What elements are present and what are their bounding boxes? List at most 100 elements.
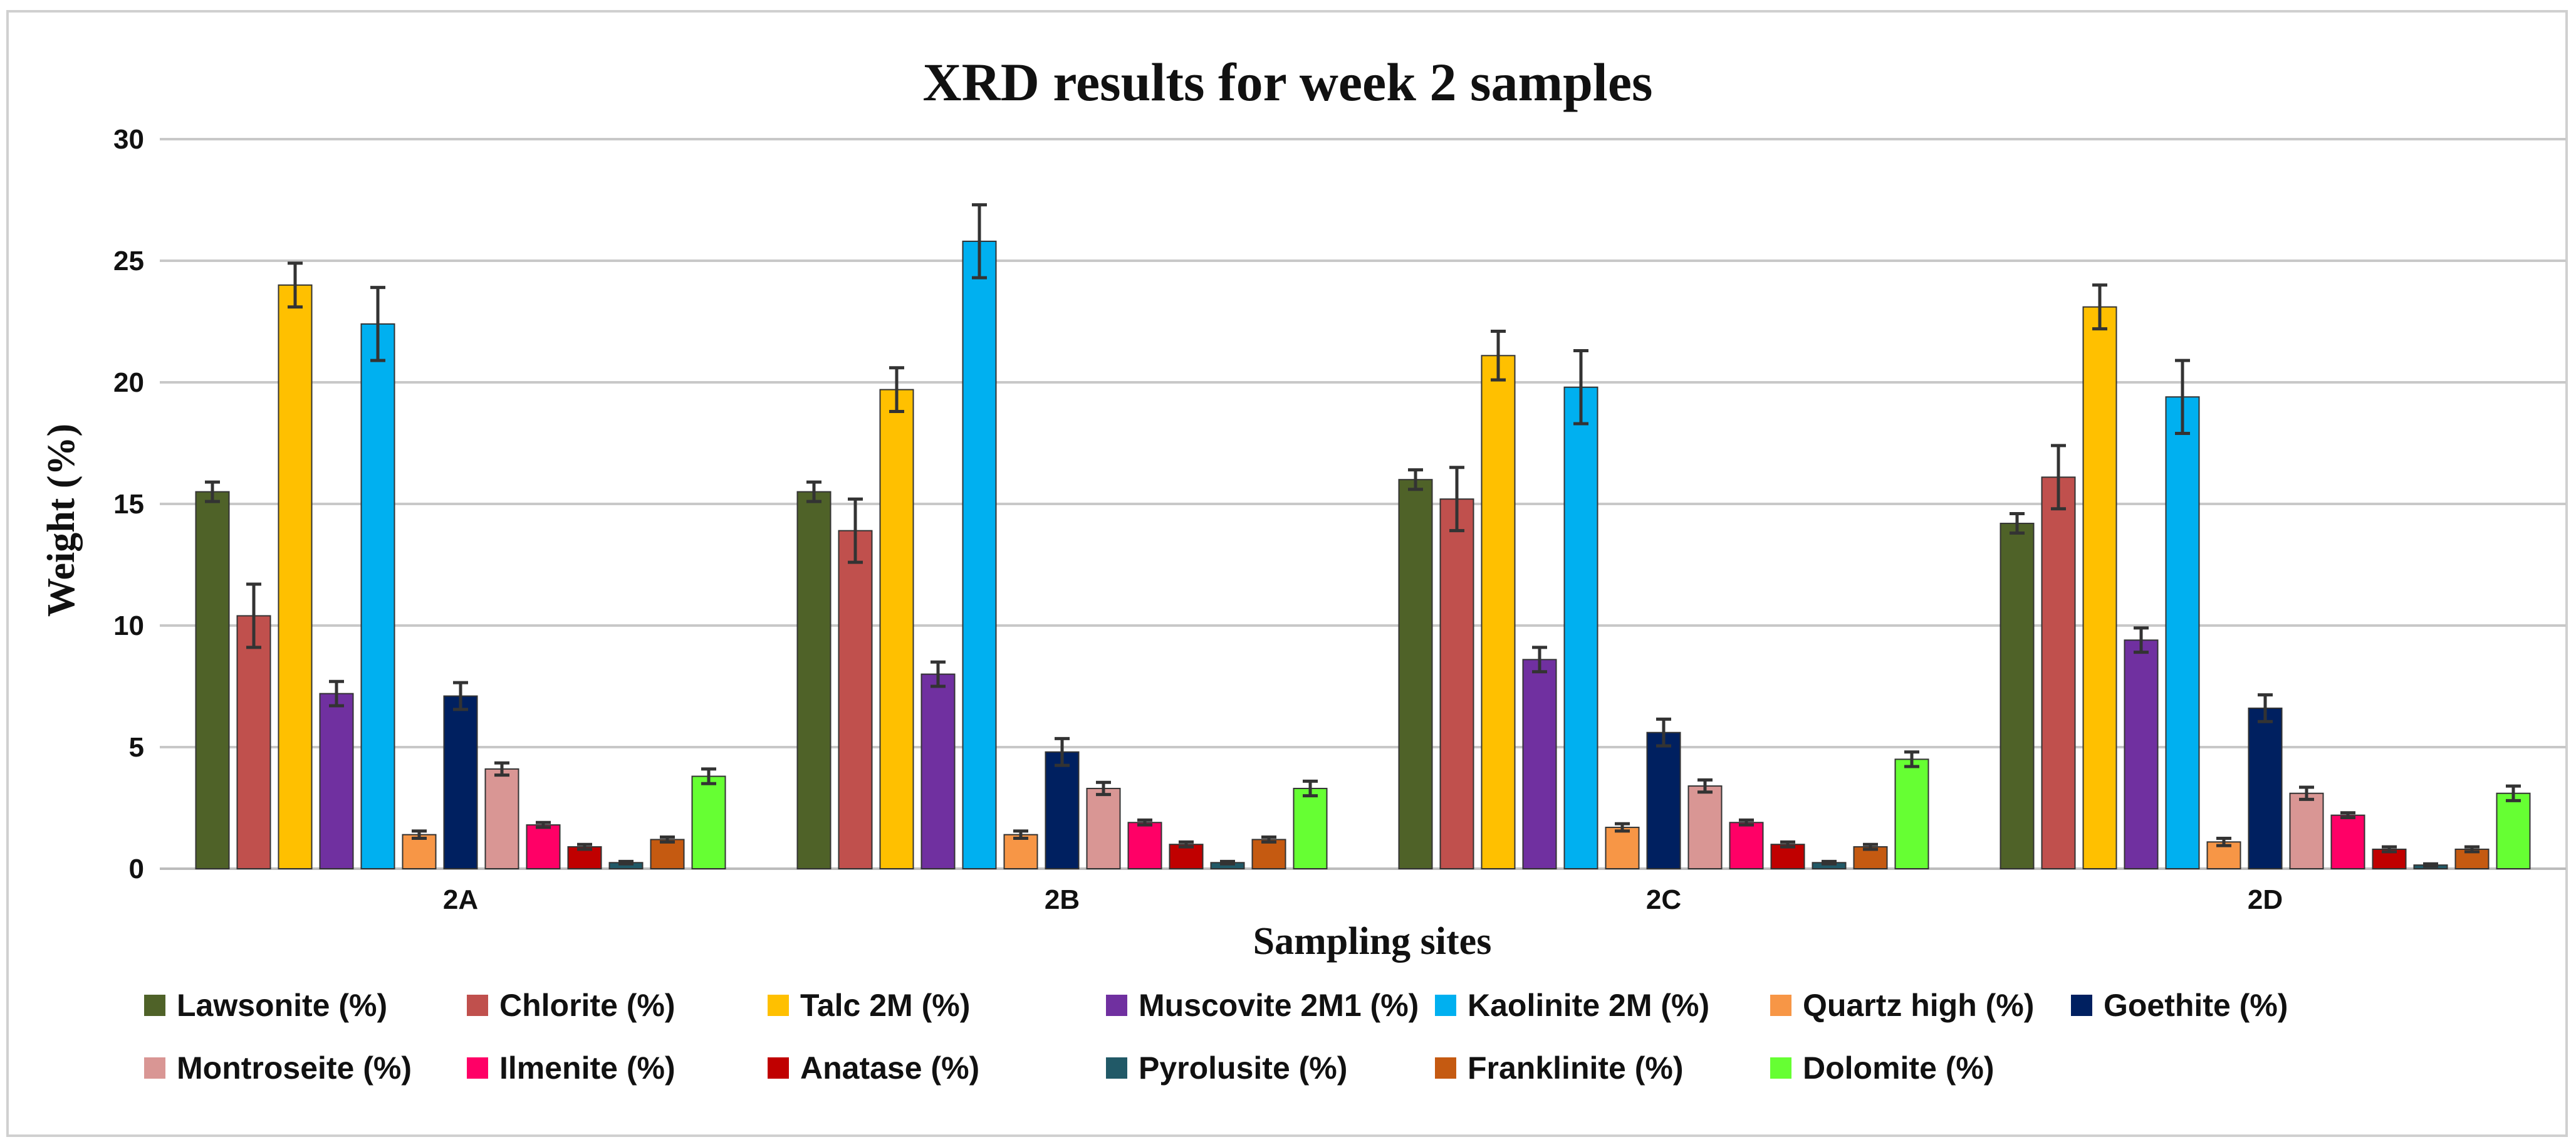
error-bar-quartz-high-2A: [412, 829, 427, 840]
bar-dolomite-2B: [1293, 787, 1328, 869]
bar-ilmenite-2C: [1729, 822, 1764, 870]
bar-talc-2m-2A: [278, 284, 313, 869]
error-bar-pyrolusite-2C: [1822, 859, 1837, 866]
error-bar-pyrolusite-2D: [2423, 862, 2438, 868]
bar-lawsonite-2A: [195, 491, 230, 869]
x-axis-title: Sampling sites: [1253, 920, 1492, 963]
x-axis-categories: 2A 2B 2C 2D: [443, 884, 2283, 915]
legend: Lawsonite (%) Chlorite (%) Talc 2M (%) Musc…: [144, 988, 2288, 1086]
error-bar-anatase-2D: [2382, 845, 2397, 854]
legend-swatch: [144, 995, 165, 1016]
legend-label: Quartz high (%): [1803, 988, 2034, 1023]
error-bar-kaolinite-2m-2C: [1573, 349, 1588, 426]
bar-franklinite-2A: [650, 839, 685, 869]
legend-swatch: [1435, 1057, 1456, 1079]
bar-franklinite-2B: [1251, 839, 1286, 869]
bar-chlorite-2D: [2041, 476, 2076, 869]
error-bar-chlorite-2C: [1449, 466, 1464, 533]
error-bar-chlorite-2A: [246, 582, 261, 649]
legend-swatch: [1770, 995, 1791, 1016]
error-bar-lawsonite-2D: [2010, 512, 2025, 535]
legend-item-ilmenite: Ilmenite (%): [467, 1050, 675, 1086]
bar-dolomite-2D: [2496, 792, 2531, 869]
bar-talc-2m-2D: [2082, 306, 2117, 870]
bar-montroseite-2B: [1086, 787, 1121, 869]
error-bar-muscovite-2m1-2D: [2134, 626, 2149, 654]
legend-swatch: [144, 1057, 165, 1079]
bar-lawsonite-2C: [1398, 479, 1433, 869]
bar-quartz-high-2A: [402, 834, 437, 870]
error-bar-quartz-high-2D: [2216, 837, 2231, 847]
error-bar-muscovite-2m1-2C: [1532, 646, 1547, 674]
error-bar-anatase-2C: [1780, 840, 1795, 849]
error-bar-montroseite-2C: [1697, 778, 1713, 794]
error-bar-chlorite-2D: [2051, 444, 2066, 511]
bar-talc-2m-2B: [879, 389, 914, 869]
legend-item-anatase: Anatase (%): [768, 1050, 979, 1086]
chart-frame: [6, 10, 2568, 1137]
legend-item-lawsonite: Lawsonite (%): [144, 988, 387, 1023]
error-bar-quartz-high-2B: [1013, 829, 1028, 840]
bar-ilmenite-2A: [526, 824, 561, 870]
bar-goethite-2C: [1646, 731, 1681, 869]
bar-chlorite-2C: [1439, 498, 1474, 869]
bar-lawsonite-2B: [796, 491, 832, 869]
error-bar-ilmenite-2D: [2340, 811, 2355, 820]
legend-label: Chlorite (%): [499, 988, 675, 1023]
legend-item-dolomite: Dolomite (%): [1770, 1050, 1995, 1086]
bar-dolomite-2C: [1894, 758, 1929, 870]
error-bar-muscovite-2m1-2B: [931, 660, 946, 688]
legend-label: Franklinite (%): [1468, 1050, 1683, 1086]
error-bar-dolomite-2A: [701, 767, 716, 785]
bar-talc-2m-2C: [1481, 355, 1516, 869]
bar-muscovite-2m1-2A: [319, 693, 354, 869]
error-bar-pyrolusite-2B: [1220, 859, 1235, 866]
error-bar-goethite-2B: [1055, 736, 1070, 767]
error-bar-lawsonite-2B: [806, 480, 821, 503]
error-bar-anatase-2B: [1179, 840, 1194, 849]
legend-item-franklinite: Franklinite (%): [1435, 1050, 1683, 1086]
bar-kaolinite-2m-2A: [360, 323, 395, 869]
y-axis-title: Weight (%): [40, 424, 83, 617]
bar-anatase-2C: [1770, 844, 1805, 869]
error-bar-kaolinite-2m-2B: [972, 203, 987, 280]
legend-item-kaolinite-2m: Kaolinite 2M (%): [1435, 988, 1709, 1023]
legend-label: Ilmenite (%): [499, 1050, 675, 1086]
error-bar-lawsonite-2A: [205, 480, 220, 503]
error-bar-franklinite-2D: [2464, 845, 2480, 854]
legend-swatch: [467, 1057, 488, 1079]
error-bars: [205, 203, 2521, 868]
error-bar-dolomite-2C: [1904, 750, 1919, 768]
gridlines: [160, 138, 2566, 870]
error-bar-kaolinite-2m-2D: [2175, 359, 2190, 435]
legend-swatch: [1106, 1057, 1127, 1079]
legend-label: Goethite (%): [2104, 988, 2288, 1023]
bar-muscovite-2m1-2C: [1522, 659, 1557, 869]
error-bar-talc-2m-2C: [1491, 330, 1506, 382]
error-bar-muscovite-2m1-2A: [329, 679, 344, 708]
bar-montroseite-2C: [1687, 785, 1723, 869]
bar-chlorite-2A: [236, 615, 271, 869]
error-bar-talc-2m-2B: [889, 366, 904, 414]
y-tick-label: 0: [129, 854, 144, 884]
legend-swatch: [768, 995, 789, 1016]
error-bar-franklinite-2A: [660, 835, 675, 844]
legend-label: Anatase (%): [800, 1050, 979, 1086]
legend-item-quartz-high: Quartz high (%): [1770, 988, 2034, 1023]
legend-swatch: [467, 995, 488, 1016]
bar-goethite-2D: [2248, 707, 2283, 870]
legend-swatch: [2071, 995, 2092, 1016]
bar-kaolinite-2m-2D: [2165, 396, 2200, 869]
error-bar-anatase-2A: [577, 842, 592, 851]
bar-quartz-high-2B: [1003, 834, 1038, 870]
legend-label: Dolomite (%): [1803, 1050, 1995, 1086]
error-bar-goethite-2A: [453, 681, 468, 711]
error-bar-pyrolusite-2A: [618, 859, 634, 866]
legend-label: Muscovite 2M1 (%): [1139, 988, 1419, 1023]
error-bar-goethite-2C: [1656, 717, 1671, 748]
legend-label: Montroseite (%): [177, 1050, 412, 1086]
bar-quartz-high-2C: [1605, 827, 1640, 870]
error-bar-talc-2m-2A: [288, 261, 303, 309]
bar-ilmenite-2D: [2330, 814, 2365, 870]
bar-lawsonite-2D: [2000, 523, 2035, 869]
